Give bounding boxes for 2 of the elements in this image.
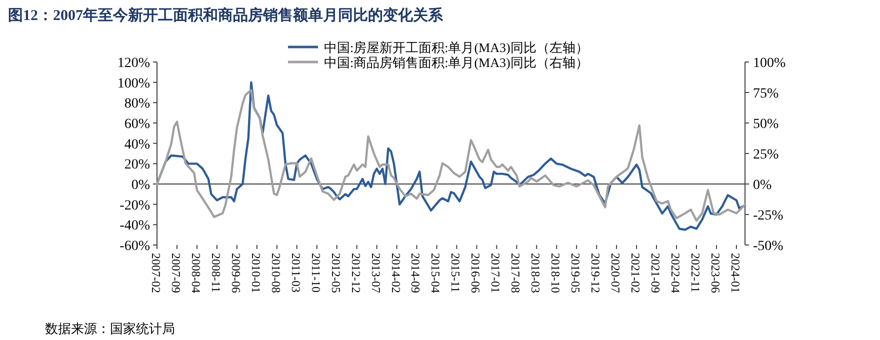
title: 图12：2007年至今新开工面积和商品房销售额单月同比的变化关系 bbox=[8, 8, 443, 24]
annotation: 数据来源：国家统计局 bbox=[45, 321, 175, 336]
